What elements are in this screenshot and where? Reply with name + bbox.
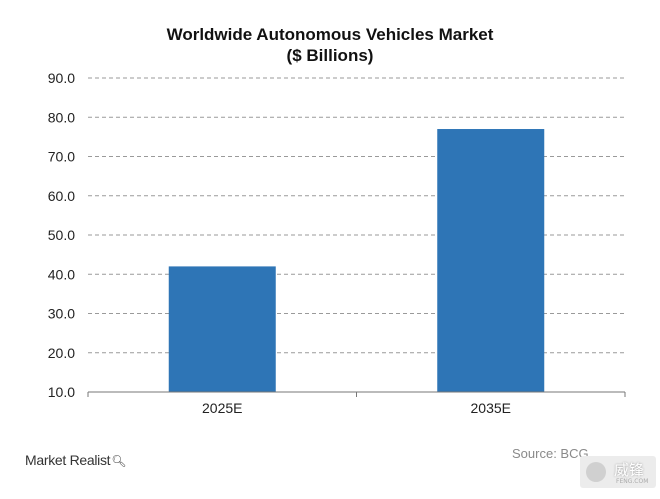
chart-title: Worldwide Autonomous Vehicles Market ($ … xyxy=(0,24,660,66)
x-tick-label: 2035E xyxy=(471,400,511,416)
x-axis xyxy=(87,391,626,397)
y-axis-tick-labels: 10.0 20.0 30.0 40.0 50.0 60.0 70.0 80.0 90.0 xyxy=(48,70,75,400)
magnifier-icon: 🔍︎ xyxy=(111,454,127,468)
y-tick-label: 40.0 xyxy=(48,266,75,282)
watermark-badge: 威锋 FENG.COM xyxy=(580,456,656,488)
y-tick-label: 30.0 xyxy=(48,306,75,322)
bar-2035e xyxy=(437,129,545,392)
y-tick-label: 20.0 xyxy=(48,345,75,361)
watermark-subtext: FENG.COM xyxy=(616,478,649,485)
y-tick-label: 70.0 xyxy=(48,149,75,165)
watermark-logo-icon xyxy=(586,462,606,482)
x-axis-tick-labels: 2025E 2035E xyxy=(202,400,511,416)
brand-logo: Market Realist🔍︎ xyxy=(25,452,127,468)
y-tick-label: 50.0 xyxy=(48,227,75,243)
gridlines xyxy=(88,77,625,354)
bars xyxy=(168,129,545,392)
source-note: Source: BCG xyxy=(512,446,589,461)
x-tick-label: 2025E xyxy=(202,400,242,416)
brand-name: Market Realist xyxy=(25,452,111,468)
y-tick-label: 60.0 xyxy=(48,188,75,204)
chart-subtitle: ($ Billions) xyxy=(286,46,374,65)
bar-2025e xyxy=(168,266,276,392)
watermark-text: 威锋 xyxy=(614,461,645,479)
y-tick-label: 80.0 xyxy=(48,109,75,125)
chart-title-main: Worldwide Autonomous Vehicles Market xyxy=(166,25,494,44)
y-tick-label: 10.0 xyxy=(48,384,75,400)
y-tick-label: 90.0 xyxy=(48,70,75,86)
